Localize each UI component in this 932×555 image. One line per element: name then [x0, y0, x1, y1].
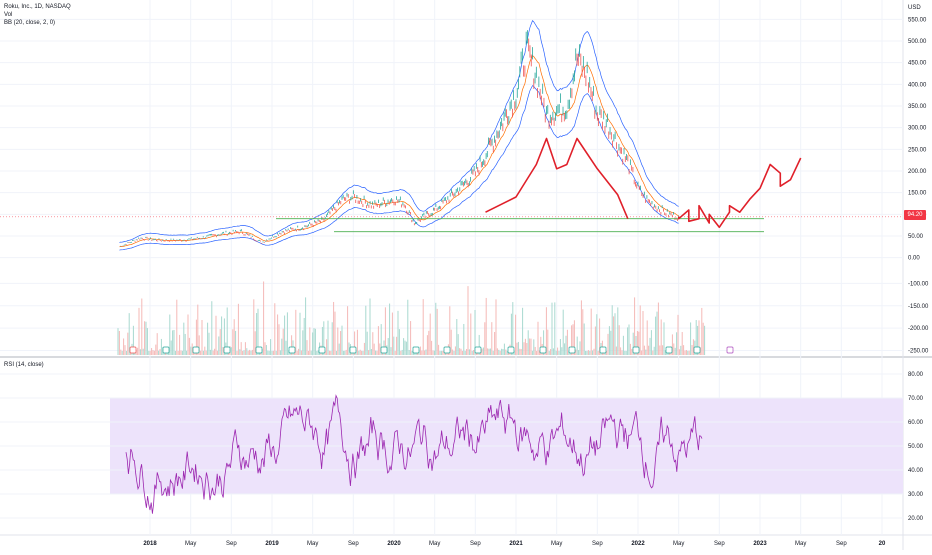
price-axis-tick-label: 300.00 [908, 126, 927, 132]
time-axis-tick-label: Sep [226, 541, 237, 547]
volume-axis-tick-label: -100.00 [908, 281, 929, 287]
earnings-marker[interactable] [162, 346, 170, 354]
earnings-marker[interactable] [632, 346, 640, 354]
volume-axis-tick-label: -200.00 [908, 326, 929, 332]
bollinger-label[interactable]: BB (20, close, 2, 0) [4, 20, 56, 26]
earnings-marker[interactable] [380, 346, 388, 354]
time-axis-tick-label: May [673, 541, 684, 547]
time-axis-tick-label: May [185, 541, 196, 547]
time-axis-tick-label: May [429, 541, 440, 547]
last-price-tag: 94.20 [904, 210, 926, 220]
price-axis-tick-label: 50.00 [908, 234, 924, 240]
rsi-axis-tick-label: 40.00 [908, 468, 924, 474]
price-axis-tick-label: 150.00 [908, 191, 927, 197]
time-axis-tick-label: Sep [470, 541, 481, 547]
volume-axis-tick-label: -250.00 [908, 349, 929, 355]
earnings-marker[interactable] [599, 346, 607, 354]
projected-path-drawing [677, 157, 802, 229]
time-axis-tick-label: May [307, 541, 318, 547]
time-axis-tick-label: 2023 [753, 541, 767, 547]
rsi-axis-tick-label: 30.00 [908, 492, 924, 498]
time-axis-tick-label: 2018 [143, 541, 157, 547]
bollinger-upper-band [119, 19, 679, 243]
price-axis-tick-label: 0.00 [908, 256, 920, 262]
earnings-marker[interactable] [443, 346, 451, 354]
rsi-label[interactable]: RSI (14, close) [4, 362, 44, 368]
earnings-marker[interactable] [693, 346, 701, 354]
earnings-marker[interactable] [288, 346, 296, 354]
earnings-marker[interactable] [665, 346, 673, 354]
time-axis-tick-label: Sep [348, 541, 359, 547]
earnings-marker[interactable] [726, 346, 734, 354]
time-axis-tick-label: 2020 [387, 541, 401, 547]
price-axis-tick-label: 350.00 [908, 104, 927, 110]
time-axis-tick-label: 2022 [631, 541, 645, 547]
rsi-axis-tick-label: 70.00 [908, 396, 924, 402]
rsi-axis-tick-label: 20.00 [908, 516, 924, 522]
earnings-marker[interactable] [568, 346, 576, 354]
time-axis-tick-label: May [551, 541, 562, 547]
earnings-marker[interactable] [129, 346, 137, 354]
volume-label[interactable]: Vol [4, 12, 13, 18]
earnings-marker[interactable] [192, 346, 200, 354]
rsi-axis-tick-label: 50.00 [908, 444, 924, 450]
price-axis-tick-label: 250.00 [908, 147, 927, 153]
rsi-legend: RSI (14, close) [4, 361, 44, 369]
time-axis-tick-label: Sep [592, 541, 603, 547]
earnings-marker[interactable] [255, 346, 263, 354]
time-axis-tick-label: Sep [714, 541, 725, 547]
price-axis-tick-label: 500.00 [908, 39, 927, 45]
earnings-marker[interactable] [539, 346, 547, 354]
earnings-marker[interactable] [412, 346, 420, 354]
earnings-marker[interactable] [474, 346, 482, 354]
bollinger-lower-band [119, 85, 679, 251]
head-and-shoulders-drawing [485, 137, 629, 220]
time-axis-tick-label: May [795, 541, 806, 547]
time-axis-tick-label: 2019 [265, 541, 279, 547]
rsi-line [125, 394, 703, 514]
earnings-marker[interactable] [223, 346, 231, 354]
symbol-title[interactable]: Roku, Inc., 1D, NASDAQ [4, 4, 71, 10]
earnings-marker[interactable] [507, 346, 515, 354]
price-axis-tick-label: 400.00 [908, 82, 927, 88]
time-axis-tick-label: 20 [879, 541, 886, 547]
time-axis-tick-label: 2021 [509, 541, 523, 547]
rsi-axis-tick-label: 60.00 [908, 420, 924, 426]
price-axis-tick-label: 450.00 [908, 61, 927, 67]
volume-axis-tick-label: -150.00 [908, 304, 929, 310]
price-axis-tick-label: 200.00 [908, 169, 927, 175]
time-axis-tick-label: Sep [836, 541, 847, 547]
earnings-marker[interactable] [349, 346, 357, 354]
price-axis-currency[interactable]: USD [908, 5, 921, 11]
price-axis-tick-label: 550.00 [908, 17, 927, 23]
rsi-axis-tick-label: 80.00 [908, 372, 924, 378]
chart-legend: Roku, Inc., 1D, NASDAQ Vol BB (20, close… [4, 3, 71, 27]
earnings-marker[interactable] [318, 346, 326, 354]
